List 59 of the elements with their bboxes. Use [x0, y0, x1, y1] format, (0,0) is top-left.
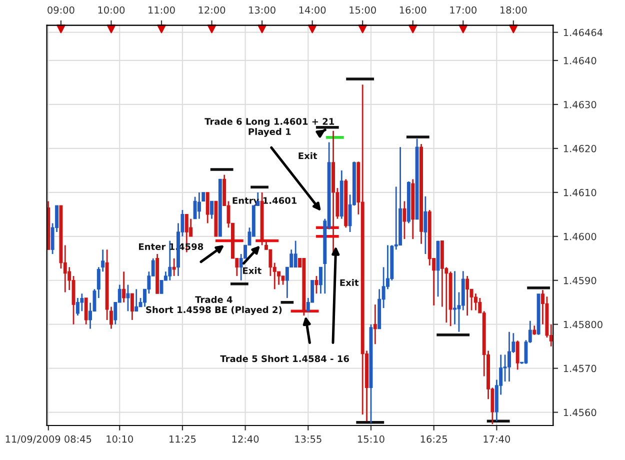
- y-tick-label: 1.4610: [564, 188, 596, 196]
- y-tick-label: 1.4630: [564, 100, 596, 108]
- candlestick: [80, 292, 84, 312]
- candlestick: [76, 297, 80, 316]
- x2-tick-label: 13:00: [249, 6, 276, 14]
- candlestick: [206, 192, 210, 224]
- x2-tick-label: 16:00: [400, 6, 426, 14]
- x2-tick-label: 17:00: [450, 6, 476, 14]
- annotation: Trade 5 Short 1.4584 - 16: [220, 355, 349, 362]
- candlestick: [84, 297, 88, 326]
- candlestick: [193, 196, 197, 220]
- annotation: Exit: [243, 267, 262, 274]
- candlestick: [532, 324, 536, 336]
- y-tick-label: 1.4590: [564, 276, 596, 284]
- x2-tick-label: 11:00: [148, 6, 175, 14]
- y-tick-label: 1.4620: [564, 144, 596, 152]
- x-tick-label: 11:25: [170, 435, 196, 443]
- candlestick: [508, 331, 511, 382]
- y-tick-label: 1.4640: [564, 56, 596, 64]
- candlestick: [210, 200, 214, 220]
- candlestick: [373, 304, 377, 345]
- candlestick: [172, 258, 176, 277]
- candlestick: [466, 275, 470, 316]
- candlestick: [474, 292, 478, 311]
- candlestick: [134, 288, 138, 312]
- candlestick: [197, 192, 201, 220]
- candlestick: [160, 280, 164, 294]
- annotation: Exit: [340, 279, 359, 286]
- x2-tick-label: 15:00: [350, 6, 376, 14]
- x2-tick-label: 14:00: [299, 6, 326, 14]
- x2-tick-label: 18:00: [500, 6, 527, 14]
- annotation: Exit: [298, 152, 318, 160]
- annotation: Trade 4 Short 1.4598 BE (Played 2): [146, 296, 282, 315]
- candlestick: [503, 354, 507, 382]
- candlestick: [126, 284, 130, 312]
- candlestick: [402, 200, 406, 240]
- y-tick-label: 1.45800: [564, 320, 602, 328]
- annotation: Trade 6 Long 1.4601 + 21 Played 1: [204, 118, 334, 137]
- x-tick-label: 11/09/2009 08:45: [6, 435, 92, 444]
- x2-tick-label: 10:00: [98, 6, 125, 14]
- candlestick: [294, 240, 298, 268]
- x-tick-label: 12:40: [232, 435, 259, 443]
- y-tick-label: 1.4600: [564, 232, 596, 240]
- y-tick-label: 1.4570: [564, 364, 596, 372]
- candlestick: [516, 340, 520, 370]
- x-tick-label: 13:55: [295, 435, 322, 443]
- x2-tick-label: 12:00: [198, 6, 226, 14]
- candlestick: [453, 270, 456, 326]
- y-tick-label: 1.4560: [564, 408, 596, 416]
- candlestick: [424, 196, 428, 255]
- x-tick-label: 17:40: [484, 435, 510, 443]
- candlestick: [268, 248, 272, 277]
- x2-tick-label: 09:00: [48, 6, 74, 14]
- x-tick-label: 16:25: [420, 435, 447, 443]
- x-tick-label: 15:10: [358, 435, 384, 443]
- candlestick: [122, 270, 126, 304]
- x-tick-label: 10:10: [106, 435, 133, 443]
- candlestick: [130, 292, 134, 321]
- y-tick-label: 1.46464: [564, 28, 603, 36]
